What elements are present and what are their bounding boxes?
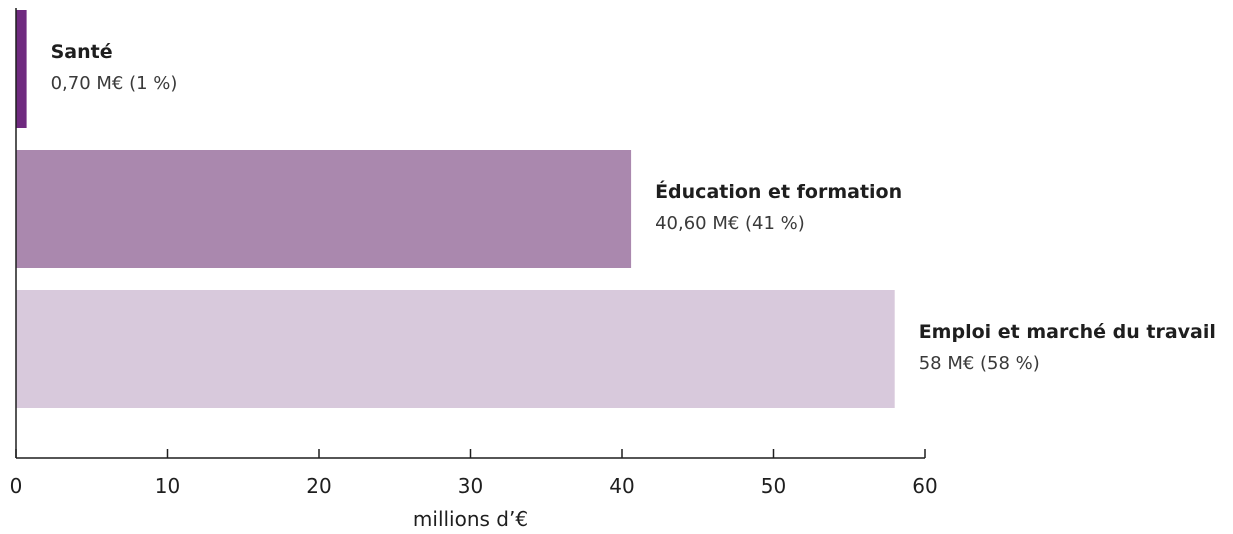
bar-value-label-education-et-formation: 40,60 M€ (41 %): [655, 213, 805, 234]
bar-value-label-sante: 0,70 M€ (1 %): [51, 73, 178, 94]
x-tick-label: 30: [458, 474, 483, 498]
x-tick-label: 20: [306, 474, 331, 498]
bar-label-sante: Santé: [51, 41, 113, 63]
x-tick-label: 0: [10, 474, 23, 498]
bar-label-emploi-et-marche-du-travail: Emploi et marché du travail: [919, 321, 1216, 343]
x-axis-title: millions d’€: [413, 507, 528, 531]
x-tick-label: 10: [155, 474, 180, 498]
x-axis: 0 10 20 30 40 50 60: [10, 8, 938, 498]
bar-labels-layer: Santé 0,70 M€ (1 %) Éducation et formation…: [51, 41, 1216, 374]
bars-layer: [16, 10, 895, 408]
bar-label-education-et-formation: Éducation et formation: [655, 180, 902, 203]
x-tick-label: 50: [761, 474, 786, 498]
bar-emploi-et-marche-du-travail: [16, 290, 895, 408]
bar-sante: [16, 10, 27, 128]
x-tick-label: 60: [912, 474, 937, 498]
x-tick-label: 40: [609, 474, 634, 498]
bar-education-et-formation: [16, 150, 632, 268]
bar-value-label-emploi-et-marche-du-travail: 58 M€ (58 %): [919, 353, 1040, 374]
